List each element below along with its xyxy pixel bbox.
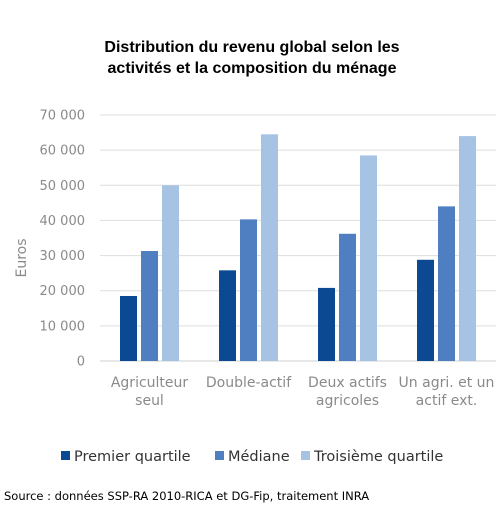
legend-swatch-mediane [215,451,224,460]
y-tick-label: 60 000 [40,144,86,159]
legend-item-mediane: Médiane [215,449,290,465]
legend-label-premier-quartile: Premier quartile [74,449,191,465]
legend-label-mediane: Médiane [228,449,290,465]
bar-premier-quartile-double-actif [219,270,236,361]
y-tick-label: 40 000 [40,214,86,229]
y-axis-label: Euros [14,238,30,277]
bar-troisieme-quartile-agriculteur-seul [162,185,179,361]
bar-mediane-agriculteur-seul [141,251,158,361]
x-category-label: agricoles [316,393,379,409]
bar-mediane-double-actif [240,219,257,361]
y-tick-label: 10 000 [40,319,86,334]
legend-label-troisieme-quartile: Troisième quartile [313,449,443,465]
legend-item-premier-quartile: Premier quartile [61,449,191,465]
bar-mediane-deux-actifs-agricoles [339,233,356,361]
x-category-label: actif ext. [416,393,478,409]
bar-premier-quartile-un-agri-et-un-actif-ext [417,259,434,361]
legend-item-troisieme-quartile: Troisième quartile [301,449,443,465]
chart-title-line-1: Distribution du revenu global selon les [104,39,399,56]
bar-troisieme-quartile-double-actif [261,134,278,361]
bar-premier-quartile-agriculteur-seul [120,295,137,361]
y-tick-label: 70 000 [40,109,86,124]
bar-mediane-un-agri-et-un-actif-ext [438,206,455,361]
bars [120,134,476,361]
y-tick-label: 50 000 [40,179,86,194]
bar-troisieme-quartile-un-agri-et-un-actif-ext [459,136,476,361]
x-category-label: Agriculteur [111,375,189,391]
x-category-label: Un agri. et un [399,375,495,391]
source-note: Source : données SSP-RA 2010-RICA et DG-… [4,489,369,503]
y-axis-ticks: 0 10 000 20 000 30 000 40 000 50 000 60 000 70 … [40,109,86,370]
y-tick-label: 20 000 [40,284,86,299]
legend-swatch-troisieme-quartile [301,451,310,460]
gridlines [100,114,496,362]
x-axis-categories: Agriculteur seul Double-actif Deux actifs ag… [111,375,495,409]
x-category-label: seul [135,393,164,409]
legend: Premier quartile Médiane Troisième quart… [61,449,443,465]
bar-premier-quartile-deux-actifs-agricoles [318,287,335,361]
y-tick-label: 0 [77,355,85,370]
y-tick-label: 30 000 [40,249,86,264]
chart-title-line-2: activités et la composition du ménage [108,60,397,77]
chart-title: Distribution du revenu global selon les … [104,39,399,77]
x-category-label: Double-actif [206,375,292,391]
bar-troisieme-quartile-deux-actifs-agricoles [360,155,377,361]
legend-swatch-premier-quartile [61,451,70,460]
x-category-label: Deux actifs [308,375,387,391]
